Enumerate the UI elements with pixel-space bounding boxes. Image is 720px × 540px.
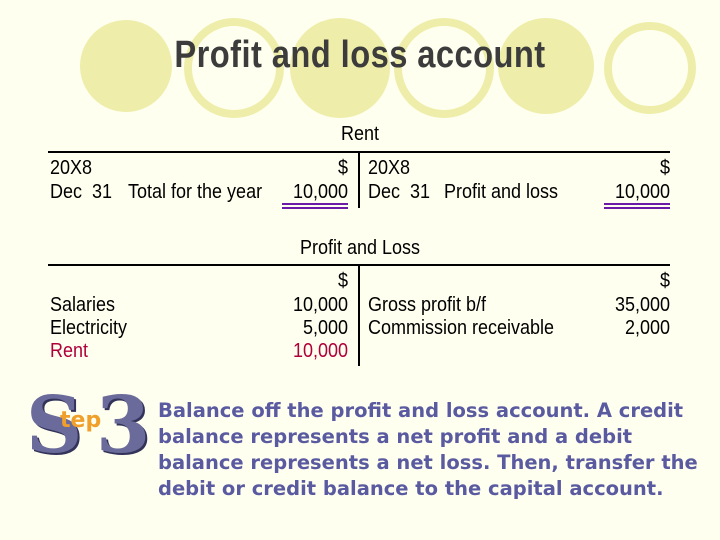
step-badge-s: S — [26, 380, 83, 471]
step-description: Balance off the profit and loss account.… — [158, 399, 698, 500]
decor-circle — [290, 18, 390, 118]
pl-account-divider — [358, 264, 360, 366]
rent-debit-double-underline — [282, 203, 348, 205]
rent-debit-double-underline — [282, 207, 348, 209]
pl-debit-item-amount: 10,000 — [292, 294, 348, 316]
page-title: Profit and loss account — [174, 34, 546, 76]
decor-circle — [394, 18, 494, 118]
decor-circle — [604, 22, 696, 114]
decor-circle — [498, 18, 594, 114]
rent-debit-date: Dec 31 — [50, 181, 113, 203]
rent-debit-amount: 10,000 — [292, 181, 348, 203]
rent-credit-description: Profit and loss — [444, 181, 559, 203]
rent-debit-year: 20X8 — [50, 157, 93, 179]
step-badge-number: 3 — [96, 380, 151, 471]
rent-credit-amount: 10,000 — [614, 181, 670, 203]
pl-credit-item-label: Gross profit b/f — [368, 294, 487, 316]
rent-debit-description: Total for the year — [128, 181, 263, 203]
rent-credit-date: Dec 31 — [368, 181, 431, 203]
pl-credit-item-label: Commission receivable — [368, 317, 555, 339]
pl-credit-item-amount: 2,000 — [624, 317, 670, 339]
rent-credit-currency: $ — [659, 157, 670, 179]
rent-credit-double-underline — [604, 207, 670, 209]
pl-debit-item-amount: 5,000 — [302, 317, 348, 339]
rent-credit-year: 20X8 — [368, 157, 411, 179]
pl-credit-item-amount: 35,000 — [614, 294, 670, 316]
pl-debit-item-label: Salaries — [50, 294, 116, 316]
rent-credit-double-underline — [604, 203, 670, 205]
pl-debit-item-label: Electricity — [50, 317, 128, 339]
pl-credit-currency: $ — [659, 270, 670, 292]
rent-account-heading: Rent — [340, 123, 380, 145]
rent-account-divider — [358, 151, 360, 208]
decor-circle — [80, 20, 172, 112]
step-badge-tep: tep — [60, 408, 102, 433]
pl-debit-item-label: Rent — [50, 340, 89, 362]
pl-account-heading: Profit and Loss — [299, 237, 421, 259]
pl-debit-currency: $ — [337, 270, 348, 292]
decor-circle — [184, 18, 284, 118]
pl-debit-item-amount: 10,000 — [292, 340, 348, 362]
rent-debit-currency: $ — [337, 157, 348, 179]
